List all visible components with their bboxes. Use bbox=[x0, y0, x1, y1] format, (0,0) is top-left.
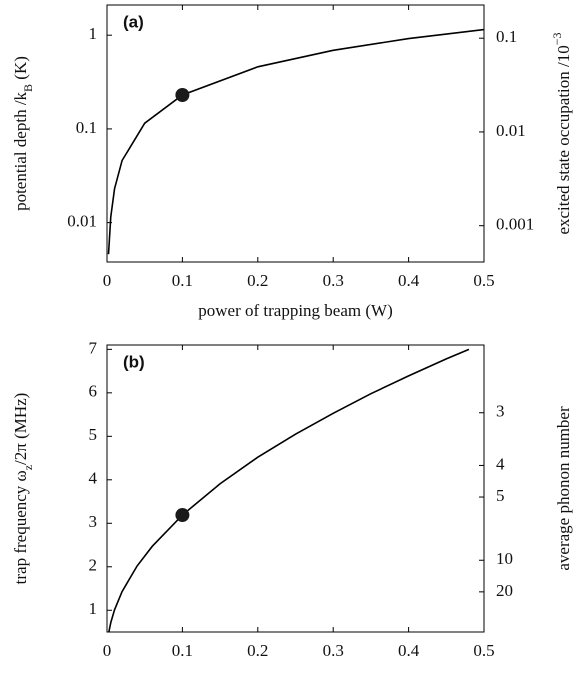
y2-tick-label: 4 bbox=[496, 454, 505, 473]
x-tick-label: 0.4 bbox=[398, 641, 420, 660]
panel-label: (a) bbox=[123, 12, 144, 31]
axis-label-part: (K) bbox=[11, 56, 30, 84]
x-axis-label: power of trapping beam (W) bbox=[198, 671, 392, 673]
axis-label: potential depth /kB (K) bbox=[11, 56, 35, 211]
y2-tick-label: 3 bbox=[496, 402, 505, 421]
x-tick-label: 0.3 bbox=[323, 271, 344, 290]
axis-label-part: trap frequency ω bbox=[11, 470, 30, 584]
x-tick-label: 0.2 bbox=[247, 641, 268, 660]
axis-label-part: excited state occupation /10 bbox=[554, 45, 573, 234]
y-tick-label: 1 bbox=[89, 599, 98, 618]
axis-label: excited state occupation /10−3 bbox=[550, 32, 573, 234]
x-tick-label: 0.2 bbox=[247, 271, 268, 290]
axis-label-part: potential depth /k bbox=[11, 91, 30, 210]
y-tick-label: 6 bbox=[89, 382, 98, 401]
y2-tick-label: 10 bbox=[496, 549, 513, 568]
y2-tick-label: 5 bbox=[496, 486, 505, 505]
y-tick-label: 0.1 bbox=[76, 118, 97, 137]
x-tick-label: 0.4 bbox=[398, 271, 420, 290]
x-tick-label: 0.5 bbox=[473, 271, 494, 290]
x-tick-label: 0 bbox=[103, 271, 112, 290]
x-axis-label: power of trapping beam (W) bbox=[198, 301, 392, 320]
y-tick-label: 2 bbox=[89, 556, 98, 575]
data-point bbox=[175, 88, 190, 103]
axis-label: average phonon number bbox=[554, 406, 573, 571]
y-tick-label: 4 bbox=[89, 469, 98, 488]
x-tick-label: 0 bbox=[103, 641, 112, 660]
y2-tick-label: 0.1 bbox=[496, 27, 517, 46]
data-point bbox=[175, 508, 190, 523]
x-tick-label: 0.1 bbox=[172, 641, 193, 660]
x-tick-label: 0.3 bbox=[323, 641, 344, 660]
curve bbox=[107, 28, 484, 255]
y2-tick-label: 0.01 bbox=[496, 121, 526, 140]
axis-label-part: /2π (MHz) bbox=[11, 393, 30, 465]
x-tick-label: 0.5 bbox=[473, 641, 494, 660]
axis-label-part: z bbox=[21, 465, 35, 470]
panel-label: (b) bbox=[123, 352, 145, 371]
axis-label-part: B bbox=[21, 84, 35, 92]
plot-frame bbox=[106, 344, 485, 633]
axis-label-part: −3 bbox=[550, 32, 564, 45]
y2-tick-label: 0.001 bbox=[496, 215, 534, 234]
curve bbox=[108, 348, 470, 632]
axis-label-part: average phonon number bbox=[554, 406, 573, 571]
y-tick-label: 5 bbox=[89, 425, 98, 444]
plot-frame bbox=[106, 4, 485, 263]
y-tick-label: 1 bbox=[89, 24, 98, 43]
x-tick-label: 0.1 bbox=[172, 271, 193, 290]
axis-label: trap frequency ωz/2π (MHz) bbox=[11, 393, 35, 585]
y-tick-label: 3 bbox=[89, 512, 98, 531]
y-tick-label: 0.01 bbox=[67, 212, 97, 231]
y-tick-label: 7 bbox=[89, 338, 98, 357]
y2-tick-label: 20 bbox=[496, 581, 513, 600]
